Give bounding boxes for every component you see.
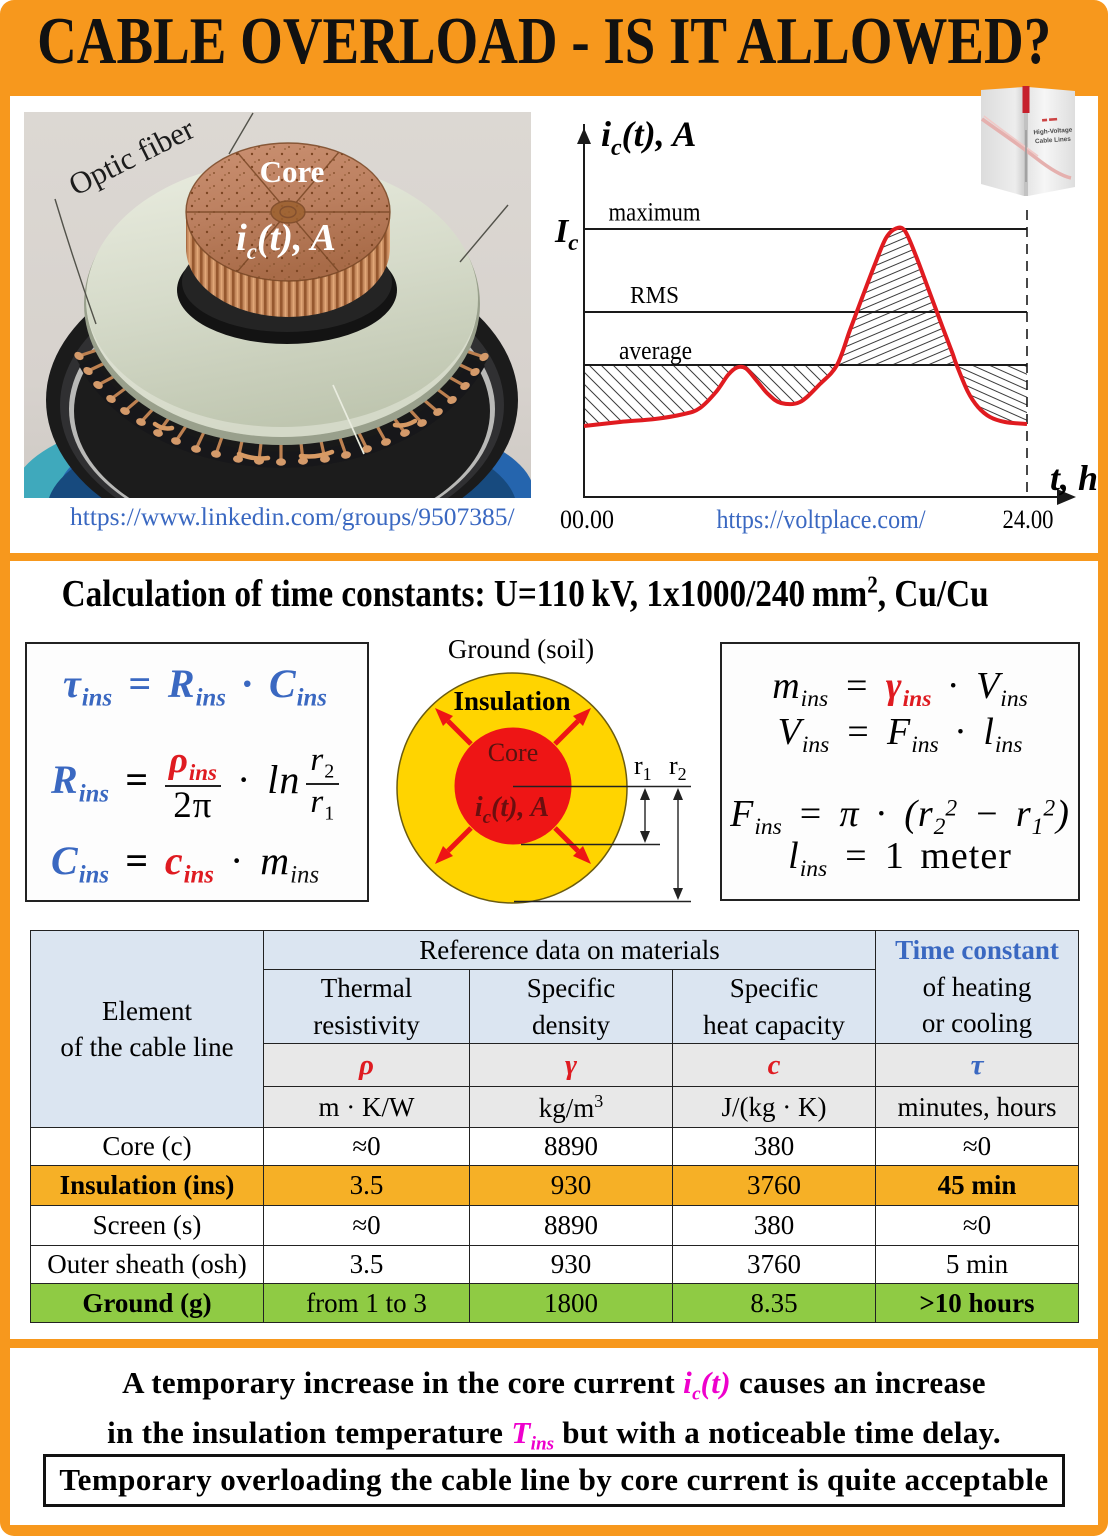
svg-text:https://voltplace.com/: https://voltplace.com/ (717, 505, 927, 534)
svg-text:RMS: RMS (630, 283, 679, 309)
svg-text:average: average (619, 335, 692, 365)
svg-text:Ground (soil): Ground (soil) (448, 634, 594, 664)
svg-text:Core: Core (488, 738, 539, 767)
svg-text:24.00: 24.00 (1003, 505, 1054, 534)
svg-text:Cable Lines: Cable Lines (1035, 136, 1072, 146)
svg-text:r2: r2 (669, 751, 687, 784)
svg-text:Core: Core (260, 154, 325, 189)
svg-text:maximum: maximum (609, 197, 701, 227)
svg-text:ic(t), A: ic(t), A (601, 114, 696, 161)
svg-text:00.00: 00.00 (560, 505, 614, 534)
svg-text:t, h: t, h (1050, 458, 1098, 498)
svg-text:High-Voltage: High-Voltage (1033, 127, 1073, 137)
svg-text:ic(t), A: ic(t), A (236, 217, 336, 264)
svg-text:Insulation: Insulation (453, 686, 570, 716)
svg-text:Ic: Ic (554, 213, 578, 255)
svg-text:r1: r1 (634, 751, 652, 784)
